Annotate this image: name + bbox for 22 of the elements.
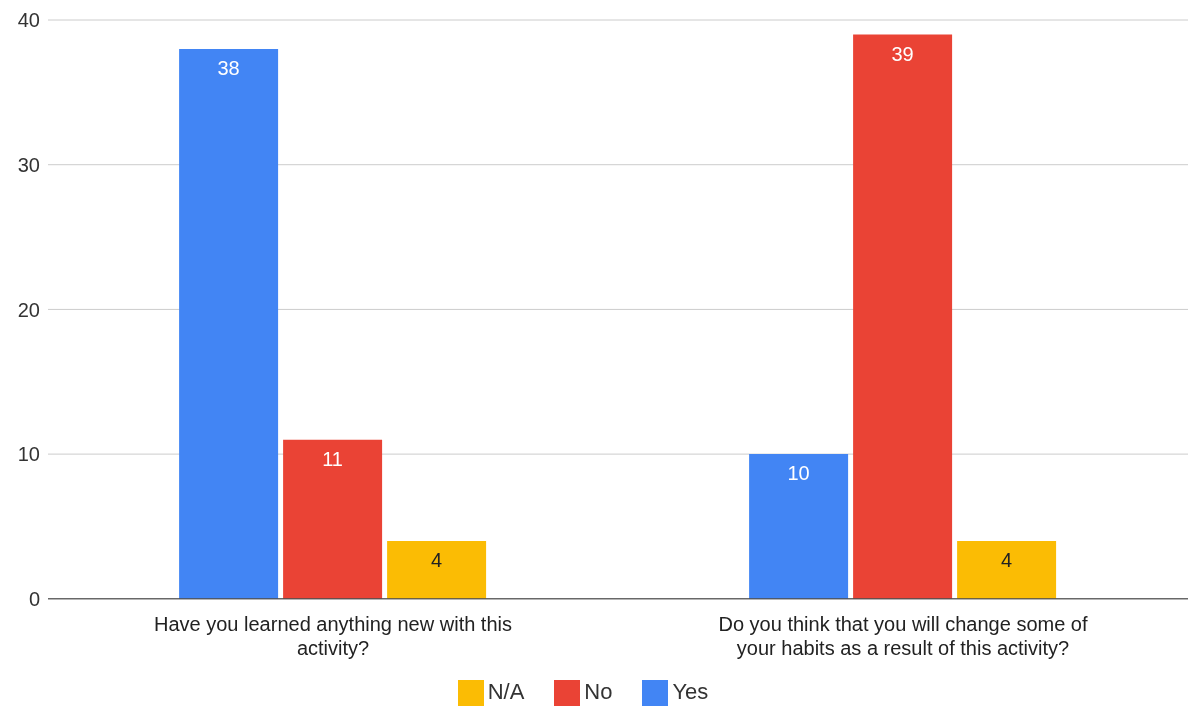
- legend-label: No: [584, 678, 613, 704]
- legend-label: N/A: [487, 678, 525, 704]
- data-label: 10: [787, 462, 810, 485]
- bar: [283, 439, 383, 599]
- y-tick-label: 0: [28, 587, 40, 610]
- x-tick-label: Do you think that you will change some of your habits as a result of this activity?: [718, 612, 1088, 659]
- y-tick-label: 40: [17, 9, 40, 32]
- bar: [179, 48, 279, 599]
- data-label: 39: [891, 42, 914, 65]
- data-label: 11: [322, 447, 343, 470]
- data-label: 4: [1001, 549, 1013, 572]
- legend-label: Yes: [672, 678, 709, 704]
- data-label: 4: [431, 549, 443, 572]
- bar: [853, 34, 953, 599]
- y-tick-label: 10: [17, 443, 40, 466]
- bar: [387, 540, 487, 599]
- bar: [749, 454, 849, 599]
- data-label: 38: [217, 57, 240, 80]
- bar: [957, 540, 1057, 599]
- y-tick-label: 20: [17, 298, 40, 321]
- y-tick-label: 30: [17, 153, 40, 176]
- x-tick-label: Have you learned anything new with this activity?: [154, 612, 512, 659]
